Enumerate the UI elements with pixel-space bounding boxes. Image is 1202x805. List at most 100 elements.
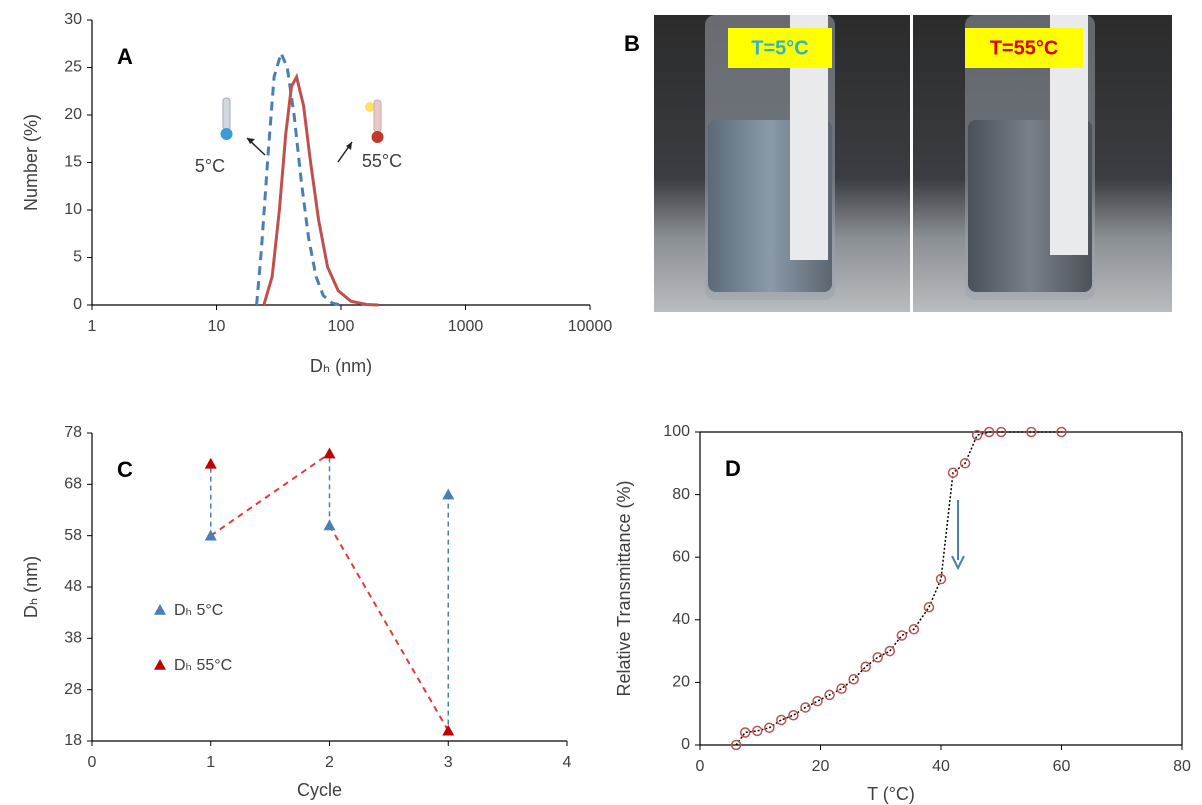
x-tick-label: 80 — [1173, 758, 1191, 775]
thermometer — [373, 99, 382, 133]
point — [751, 725, 763, 737]
photo-panel: T=5°C T=55°C B — [624, 15, 1172, 312]
y-tick-label: 28 — [64, 681, 82, 698]
point — [788, 710, 799, 721]
y-tick-label: 25 — [64, 59, 82, 76]
y-tick-label: 18 — [64, 732, 82, 749]
series-line — [735, 431, 1062, 746]
line-series — [255, 48, 342, 307]
y-axis-label: Relative Transmittance (%) — [614, 480, 634, 696]
arrowhead — [247, 138, 255, 144]
y-tick-label: 15 — [64, 154, 82, 171]
x-tick-label: 100 — [328, 318, 355, 335]
y-tick-label: 80 — [672, 486, 690, 503]
annotation: 55°C — [362, 151, 402, 171]
thermometer — [222, 97, 231, 131]
arrowhead — [951, 555, 965, 571]
x-tick-label: 4 — [563, 754, 572, 771]
y-tick-label: 40 — [672, 611, 690, 628]
x-axis-label: Cycle — [297, 780, 342, 800]
point — [1056, 426, 1067, 438]
connector — [328, 524, 450, 732]
x-tick-label: 3 — [444, 754, 453, 771]
panel-label: A — [117, 44, 133, 69]
caption-box — [965, 28, 1083, 68]
y-axis-label: Dₕ (nm) — [21, 556, 41, 618]
x-tick-label: 2 — [325, 754, 334, 771]
sun — [365, 102, 375, 112]
point — [323, 519, 336, 531]
x-tick-label: 1000 — [448, 318, 484, 335]
y-tick-label: 38 — [64, 630, 82, 647]
point — [836, 683, 847, 694]
photo-caption: T=5°C — [751, 37, 808, 59]
point — [323, 447, 336, 459]
point — [824, 689, 835, 701]
y-tick-label: 0 — [73, 296, 82, 313]
x-tick-label: 60 — [1053, 758, 1071, 775]
arrowhead — [346, 142, 352, 150]
x-tick-label: 10 — [208, 318, 226, 335]
point — [872, 652, 883, 663]
x-tick-label: 40 — [932, 758, 950, 775]
y-axis-label: Number (%) — [21, 114, 41, 211]
y-tick-label: 0 — [681, 736, 690, 753]
point — [983, 426, 995, 438]
x-tick-label: 1 — [88, 318, 97, 335]
x-tick-label: 1 — [206, 754, 215, 771]
point — [947, 467, 959, 478]
point — [959, 458, 971, 469]
x-tick-label: 0 — [696, 758, 705, 775]
point — [764, 722, 775, 734]
point — [896, 630, 908, 641]
point — [812, 695, 823, 707]
photo-caption: T=55°C — [990, 37, 1059, 59]
y-tick-label: 20 — [64, 106, 82, 123]
point — [442, 488, 455, 500]
point — [860, 661, 871, 672]
point — [971, 429, 983, 441]
y-tick-label: 30 — [64, 11, 82, 28]
y-tick-label: 78 — [64, 424, 82, 441]
x-tick-label: 20 — [812, 758, 830, 775]
point — [996, 426, 1007, 438]
point — [935, 573, 947, 585]
point — [204, 529, 217, 541]
line-series — [262, 72, 379, 307]
legend-label: Dₕ 55°C — [174, 657, 232, 674]
legend-marker — [154, 659, 166, 670]
x-tick-label: 0 — [88, 754, 97, 771]
y-tick-label: 100 — [663, 423, 690, 440]
y-tick-label: 10 — [64, 201, 82, 218]
y-tick-label: 68 — [64, 476, 82, 493]
connector — [210, 452, 331, 537]
thermometers — [220, 97, 965, 571]
point — [908, 623, 920, 635]
point — [204, 457, 217, 469]
x-tick-label: 10000 — [568, 318, 613, 335]
y-tick-label: 5 — [73, 249, 82, 266]
legend-marker — [154, 604, 166, 615]
point — [884, 645, 896, 657]
point — [442, 724, 455, 736]
annotation: 5°C — [195, 156, 225, 176]
thermometer-bulb — [220, 128, 233, 140]
point — [739, 727, 751, 738]
panel-label: C — [117, 457, 133, 482]
point — [1026, 426, 1037, 438]
x-axis-label: Dₕ (nm) — [310, 356, 372, 376]
y-tick-label: 20 — [672, 674, 690, 691]
point — [776, 714, 787, 726]
panel-label: D — [725, 456, 741, 481]
thermometer-bulb — [371, 131, 384, 143]
point — [848, 674, 859, 685]
legend-label: Dₕ 5°C — [174, 602, 223, 619]
y-tick-label: 58 — [64, 527, 82, 544]
y-tick-label: 60 — [672, 548, 690, 565]
x-axis-label: T (°C) — [867, 784, 915, 804]
panel-label: B — [624, 31, 640, 56]
point — [730, 739, 742, 751]
y-tick-label: 48 — [64, 578, 82, 595]
caption-box — [728, 28, 832, 68]
